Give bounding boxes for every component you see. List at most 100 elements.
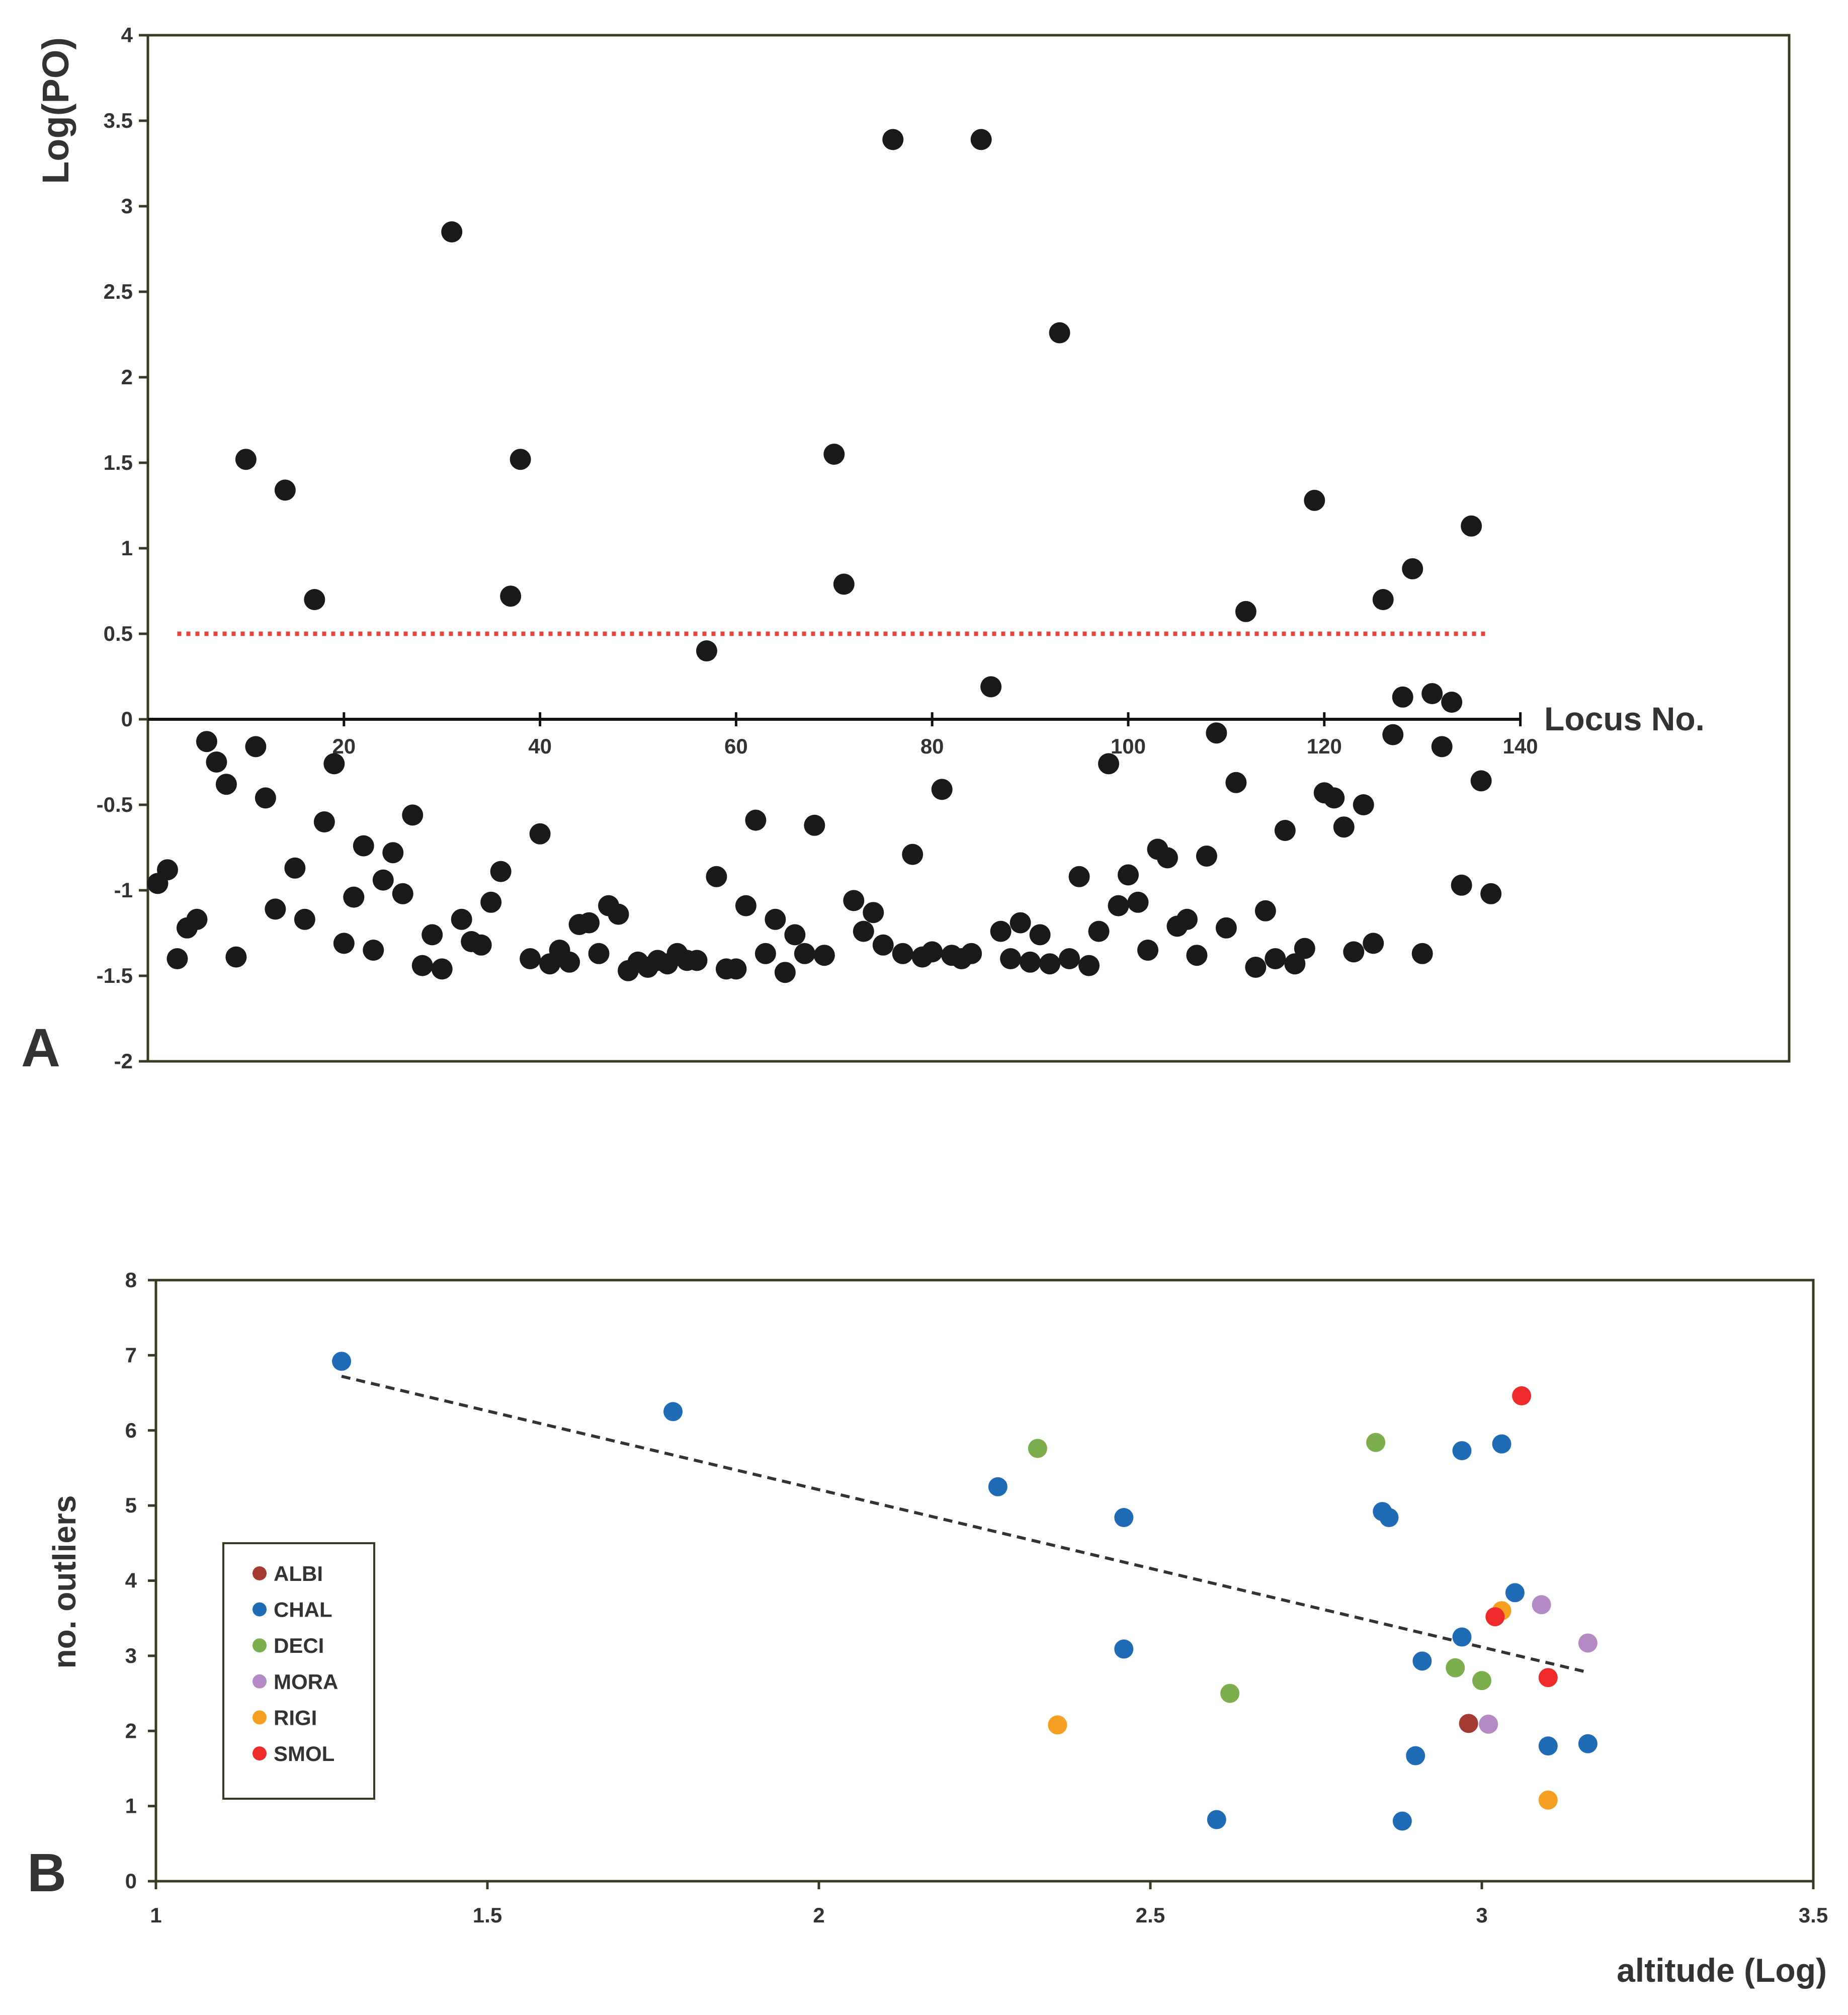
panel-b-data-point-deci (1366, 1433, 1386, 1452)
panel-a-data-point (156, 859, 178, 881)
panel-a-data-point (1029, 924, 1051, 946)
panel-a-data-point (1284, 953, 1306, 975)
panel-a-x-tick-label: 100 (1111, 734, 1146, 758)
panel-a-data-point (431, 958, 453, 980)
panel-b-data-point-deci (1028, 1439, 1047, 1458)
legend-box (222, 1542, 375, 1800)
panel-a-data-point (480, 891, 502, 913)
panel-a-data-point (284, 857, 306, 879)
panel-a-data-point (1039, 953, 1061, 975)
panel-a-data-point (500, 585, 522, 607)
panel-a-y-tick-label: 0 (121, 707, 133, 731)
panel-a-data-point (1127, 891, 1149, 913)
panel-b-y-tick-label: 1 (125, 1794, 137, 1818)
panel-a-data-point (225, 946, 247, 968)
panel-a-data-point (1156, 847, 1178, 869)
panel-a-data-point (215, 774, 237, 795)
panel-a-data-point (696, 640, 717, 661)
panel-a-y-tick-label: -0.5 (97, 793, 133, 816)
panel-a-label: A (21, 1017, 60, 1078)
panel-b-data-point-mora (1578, 1633, 1598, 1653)
panel-a-data-point (1431, 736, 1453, 758)
panel-a-data-point (1059, 948, 1080, 969)
panel-a-data-point (372, 869, 394, 891)
panel-a-data-point (510, 449, 531, 470)
legend-marker-albi (253, 1566, 267, 1580)
panel-b-data-point-chal (1505, 1583, 1525, 1603)
panel-a-data-point (735, 895, 757, 916)
panel-b-y-tick-label: 2 (125, 1719, 137, 1742)
panel-a-data-point (265, 898, 286, 920)
panel-a-y-axis-label: Log(PO) (35, 37, 76, 184)
panel-b-x-axis-label: altitude (Log) (1617, 1952, 1827, 1989)
panel-b-y-tick-label: 3 (125, 1644, 137, 1667)
panel-a-data-point (304, 589, 325, 610)
panel-a-data-point (1470, 770, 1492, 792)
panel-b-data-point-chal (1406, 1746, 1425, 1766)
panel-a-data-point (1098, 753, 1120, 775)
panel-a-data-point (470, 934, 492, 956)
panel-a-data-point (833, 573, 855, 595)
panel-a-data-point (392, 883, 413, 904)
panel-a-data-point (970, 129, 992, 150)
panel-b-y-tick-label: 0 (125, 1869, 137, 1893)
panel-a-y-tick-label: 2.5 (104, 280, 133, 303)
panel-a-data-point (186, 908, 208, 930)
legend-label-smol: SMOL (274, 1742, 334, 1766)
panel-a-data-point (382, 842, 404, 864)
panel-a-data-point (1176, 908, 1198, 930)
panel-a-data-point (754, 943, 776, 964)
panel-a-data-point (1392, 686, 1413, 708)
panel-b-y-tick-label: 4 (125, 1569, 137, 1592)
panel-b-y-tick-label: 5 (125, 1493, 137, 1517)
panel-a-data-point (765, 908, 786, 930)
legend-marker-deci (253, 1638, 267, 1653)
panel-a-data-point (1451, 874, 1472, 896)
panel-a-data-point (882, 129, 904, 150)
panel-a-y-ticks: -2 -1.5 -1 -0.5 0 0.5 1 1.5 2 2.5 3 3.5 4 (97, 23, 148, 1073)
legend-label-albi: ALBI (274, 1562, 323, 1585)
legend-label-mora: MORA (274, 1670, 338, 1694)
legend-marker-smol (253, 1746, 267, 1760)
panel-a-y-tick-label: -1.5 (97, 964, 133, 987)
panel-a-data-point (1235, 601, 1256, 622)
panel-b-y-tick-label: 8 (125, 1268, 137, 1292)
panel-b-plot-frame (154, 1279, 1815, 1883)
panel-a-data-point (608, 903, 629, 925)
panel-b-data-point-deci (1472, 1671, 1491, 1691)
panel-b-data-point-chal (988, 1477, 1007, 1496)
panel-b-data-point-chal (332, 1352, 352, 1371)
panel-a-data-point (578, 912, 600, 934)
panel-a-data-point (961, 943, 982, 964)
panel-a-plot-frame (146, 34, 1791, 1063)
panel-b-y-tick-label: 7 (125, 1343, 137, 1367)
panel-a-data-point (921, 941, 943, 963)
panel-a-data-point (1461, 515, 1482, 537)
panel-b-data-point-chal (1578, 1734, 1598, 1753)
panel-a-data-point (1402, 558, 1423, 579)
panel-a-data-point (1215, 917, 1237, 939)
panel-b-data-point-chal (1379, 1508, 1399, 1528)
panel-b-x-ticks: 1 1.5 2 2.5 3 3.5 (150, 1881, 1828, 1927)
panel-a-data-point (1108, 895, 1129, 916)
panel-a-data-point (363, 940, 384, 961)
panel-a-data-point (529, 823, 551, 845)
panel-b-data-point-rigi (1538, 1790, 1558, 1810)
panel-a-data-point (1411, 943, 1433, 964)
panel-a-data-point (245, 736, 267, 758)
panel-b-x-tick-label: 3.5 (1799, 1903, 1828, 1927)
panel-b-data-point-chal (663, 1402, 683, 1421)
panel-a-x-axis-label: Locus No. (1544, 700, 1705, 737)
panel-a-data-point (1353, 794, 1374, 815)
panel-a-data-point (745, 809, 767, 831)
panel-b-data-point-chal (1114, 1508, 1134, 1528)
panel-a-data-point (1254, 900, 1276, 921)
panel-a-data-point (774, 962, 796, 983)
panel-a-data-point (441, 221, 463, 242)
panel-b-data-point-chal (1114, 1639, 1134, 1659)
panel-a-data-point (1382, 724, 1404, 745)
panel-a-data-point (1245, 957, 1267, 978)
panel-a-data-point (1068, 866, 1090, 887)
panel-a-y-tick-label: 0.5 (104, 622, 133, 645)
